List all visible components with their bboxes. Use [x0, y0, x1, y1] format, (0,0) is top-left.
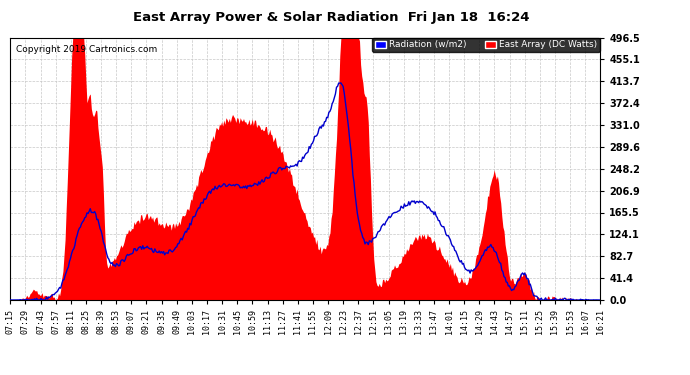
- Text: Copyright 2019 Cartronics.com: Copyright 2019 Cartronics.com: [17, 45, 157, 54]
- Text: East Array Power & Solar Radiation  Fri Jan 18  16:24: East Array Power & Solar Radiation Fri J…: [133, 11, 529, 24]
- Legend: Radiation (w/m2), East Array (DC Watts): Radiation (w/m2), East Array (DC Watts): [373, 38, 600, 52]
